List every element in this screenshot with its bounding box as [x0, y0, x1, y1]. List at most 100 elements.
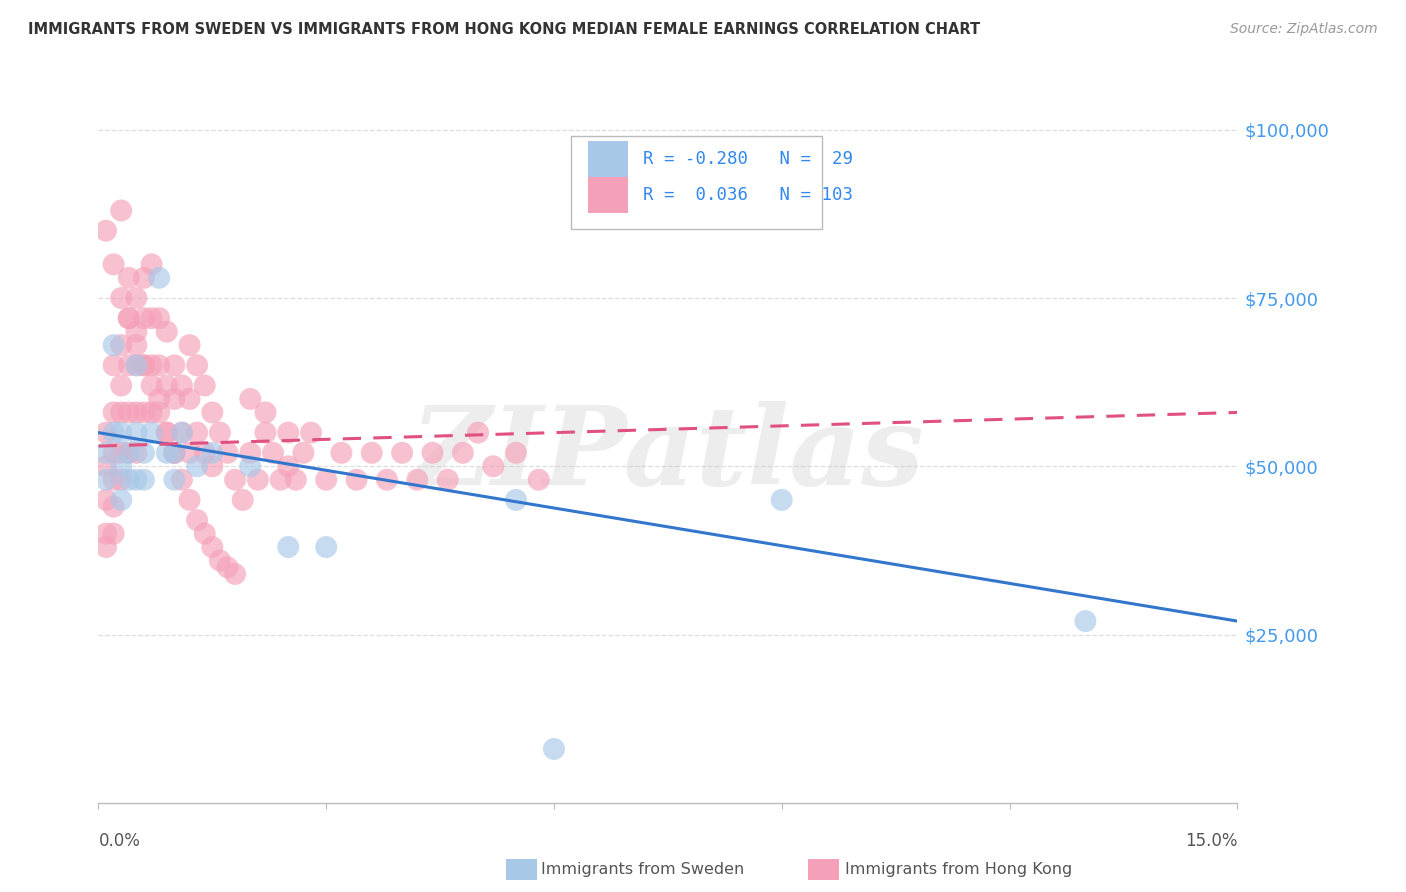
Point	[118, 473, 141, 487]
Point	[110, 446, 132, 460]
Point	[103, 338, 125, 352]
Point	[201, 459, 224, 474]
Point	[201, 540, 224, 554]
Point	[179, 338, 201, 352]
Point	[543, 742, 565, 756]
Point	[292, 446, 315, 460]
Point	[118, 405, 141, 419]
FancyBboxPatch shape	[588, 177, 628, 212]
Point	[505, 492, 527, 507]
Point	[360, 446, 382, 460]
Point	[103, 425, 125, 440]
Point	[156, 425, 179, 440]
Point	[110, 492, 132, 507]
Point	[132, 405, 155, 419]
Point	[505, 446, 527, 460]
FancyBboxPatch shape	[588, 141, 628, 177]
Point	[125, 405, 148, 419]
Point	[141, 378, 163, 392]
Point	[391, 446, 413, 460]
Point	[270, 473, 292, 487]
Point	[103, 473, 125, 487]
Point	[1074, 614, 1097, 628]
Point	[110, 203, 132, 218]
Point	[118, 270, 141, 285]
Point	[330, 446, 353, 460]
Point	[262, 446, 284, 460]
Point	[170, 378, 193, 392]
Point	[132, 359, 155, 373]
Point	[217, 446, 239, 460]
Text: Immigrants from Hong Kong: Immigrants from Hong Kong	[845, 863, 1073, 877]
Point	[217, 560, 239, 574]
Text: R =  0.036   N = 103: R = 0.036 N = 103	[643, 186, 853, 203]
Point	[125, 338, 148, 352]
Point	[141, 359, 163, 373]
Point	[239, 459, 262, 474]
Point	[103, 446, 125, 460]
Point	[132, 270, 155, 285]
Point	[141, 311, 163, 326]
Point	[201, 405, 224, 419]
Point	[110, 378, 132, 392]
FancyBboxPatch shape	[571, 136, 821, 229]
Point	[125, 425, 148, 440]
Point	[103, 359, 125, 373]
Point	[148, 270, 170, 285]
Point	[94, 224, 117, 238]
Point	[110, 338, 132, 352]
Point	[527, 473, 550, 487]
Point	[110, 473, 132, 487]
Point	[94, 446, 117, 460]
Point	[163, 446, 186, 460]
Point	[94, 425, 117, 440]
Point	[94, 540, 117, 554]
Point	[148, 405, 170, 419]
Point	[346, 473, 368, 487]
Point	[94, 526, 117, 541]
Point	[194, 446, 217, 460]
Point	[163, 446, 186, 460]
Point	[163, 446, 186, 460]
Point	[284, 473, 307, 487]
Point	[451, 446, 474, 460]
Point	[482, 459, 505, 474]
Point	[208, 553, 231, 567]
Point	[141, 425, 163, 440]
Point	[132, 311, 155, 326]
Point	[315, 540, 337, 554]
Point	[277, 425, 299, 440]
Point	[125, 291, 148, 305]
Point	[103, 257, 125, 271]
Point	[132, 359, 155, 373]
Point	[118, 446, 141, 460]
Point	[239, 446, 262, 460]
Point	[208, 425, 231, 440]
Point	[406, 473, 429, 487]
Point	[186, 459, 208, 474]
Point	[186, 513, 208, 527]
Point	[132, 473, 155, 487]
Point	[141, 405, 163, 419]
Point	[179, 492, 201, 507]
Point	[103, 405, 125, 419]
Point	[179, 446, 201, 460]
Point	[125, 446, 148, 460]
Text: IMMIGRANTS FROM SWEDEN VS IMMIGRANTS FROM HONG KONG MEDIAN FEMALE EARNINGS CORRE: IMMIGRANTS FROM SWEDEN VS IMMIGRANTS FRO…	[28, 22, 980, 37]
Text: Source: ZipAtlas.com: Source: ZipAtlas.com	[1230, 22, 1378, 37]
Point	[194, 526, 217, 541]
Point	[315, 473, 337, 487]
Point	[141, 257, 163, 271]
Point	[224, 473, 246, 487]
Point	[201, 446, 224, 460]
Point	[148, 359, 170, 373]
Point	[103, 500, 125, 514]
Text: 0.0%: 0.0%	[98, 832, 141, 850]
Point	[156, 446, 179, 460]
Point	[254, 425, 277, 440]
Point	[125, 359, 148, 373]
Point	[194, 378, 217, 392]
Point	[156, 378, 179, 392]
Point	[94, 492, 117, 507]
Point	[224, 566, 246, 581]
